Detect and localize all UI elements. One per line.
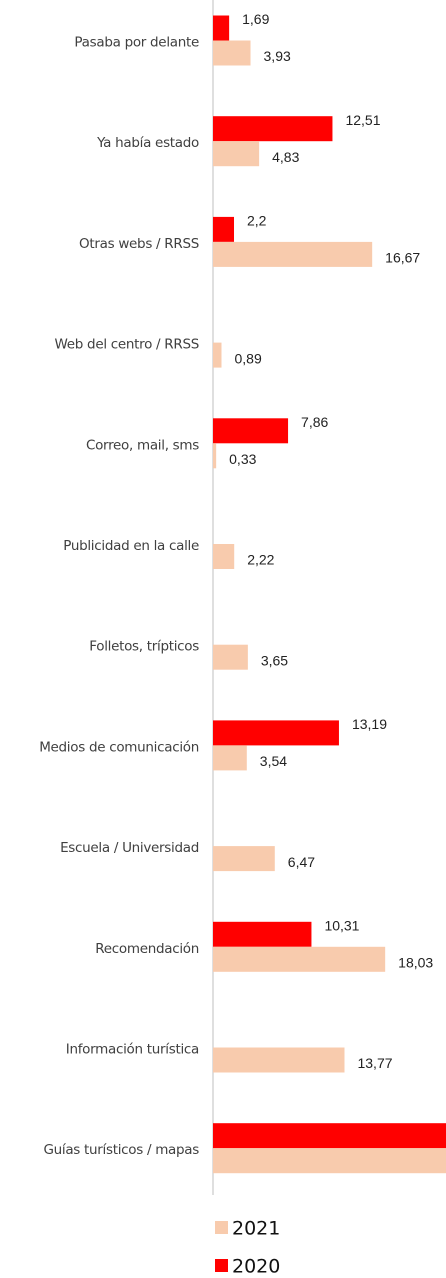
bar xyxy=(213,418,289,444)
data-label: 7,86 xyxy=(301,414,328,430)
bar xyxy=(213,1047,345,1073)
data-label: 0,33 xyxy=(229,451,256,467)
legend-label: 2020 xyxy=(232,1256,280,1278)
category-label: Ya había estado xyxy=(96,135,199,151)
category-label: Recomendación xyxy=(95,941,199,957)
legend-swatch xyxy=(215,1221,228,1234)
bar xyxy=(213,745,247,771)
data-label: 10,31 xyxy=(324,918,359,934)
data-label: 13,77 xyxy=(357,1055,392,1071)
data-label: 3,54 xyxy=(260,753,287,769)
category-label: Información turística xyxy=(66,1042,199,1058)
data-label: 0,89 xyxy=(234,350,261,366)
bar xyxy=(213,342,222,368)
data-label: 1,69 xyxy=(242,11,269,27)
category-label: Medios de comunicación xyxy=(39,739,199,755)
data-label: 12,51 xyxy=(345,112,380,128)
data-label: 3,93 xyxy=(264,48,291,64)
bar xyxy=(213,1123,446,1149)
bar xyxy=(213,15,230,41)
legend-label: 2021 xyxy=(232,1218,280,1240)
data-label: 6,47 xyxy=(288,854,315,870)
category-label: Escuela / Universidad xyxy=(60,840,199,856)
bar xyxy=(213,544,235,569)
data-label: 2,22 xyxy=(247,552,274,568)
bar xyxy=(213,846,275,872)
bar xyxy=(213,720,339,746)
data-label: 13,19 xyxy=(352,716,387,732)
bar xyxy=(213,644,248,670)
bar xyxy=(213,40,251,66)
category-label: Publicidad en la calle xyxy=(63,538,199,554)
data-label: 3,65 xyxy=(261,652,288,668)
bar xyxy=(213,443,217,469)
data-label: 18,03 xyxy=(398,955,433,971)
bar xyxy=(213,921,312,947)
category-label: Correo, mail, sms xyxy=(86,437,199,453)
bar xyxy=(213,946,386,972)
legend-swatch xyxy=(215,1259,228,1272)
bar xyxy=(213,141,260,167)
data-label: 16,67 xyxy=(385,250,420,266)
category-label: Folletos, trípticos xyxy=(89,639,199,655)
bar xyxy=(213,1148,446,1174)
data-label: 2,2 xyxy=(247,213,267,229)
category-label: Web del centro / RRSS xyxy=(55,337,199,353)
bar xyxy=(213,216,235,242)
category-label: Otras webs / RRSS xyxy=(79,236,199,252)
category-label: Guías turísticos / mapas xyxy=(43,1142,199,1158)
bar xyxy=(213,116,333,142)
data-label: 4,83 xyxy=(272,149,299,165)
bar xyxy=(213,241,373,267)
category-label: Pasaba por delante xyxy=(74,35,199,51)
